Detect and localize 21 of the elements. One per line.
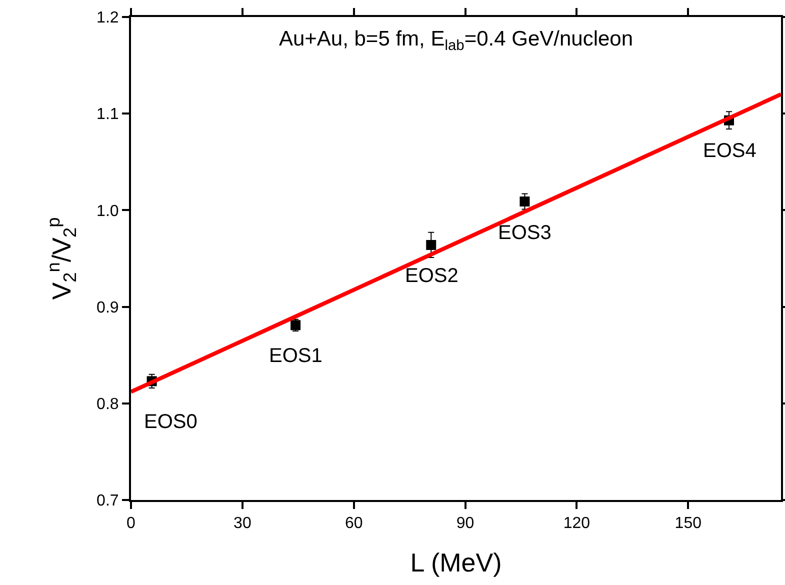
y-tick-label: 1.1 [96,106,119,124]
y-tick-label: 0.8 [96,396,119,413]
y-tick-label: 0.7 [96,492,119,510]
text: Au+Au, b=5 fm, E$_{lab}$=0.4 GeV/nucleon [278,27,634,54]
x-tick-label: 120 [563,515,590,532]
x-tick-label: 30 [234,515,252,532]
y-tick-label: 1.0 [96,202,119,220]
x-tick-label: 60 [344,515,363,532]
x-tick-label: 0 [126,515,136,532]
x-tick-label: 150 [674,515,702,532]
annotation: EOS3 [498,222,552,244]
point [520,196,530,207]
x-tick-label: 90 [456,515,474,532]
annotation: EOS2 [405,265,458,287]
y-tick-label: 0.9 [96,299,119,316]
annotation: EOS4 [703,140,756,162]
point [426,240,436,250]
x-axis-title: L (MeV) [410,547,502,578]
annotation: EOS1 [269,345,322,367]
y-tick-label: 1.2 [96,10,119,27]
annotation: EOS0 [144,411,198,433]
